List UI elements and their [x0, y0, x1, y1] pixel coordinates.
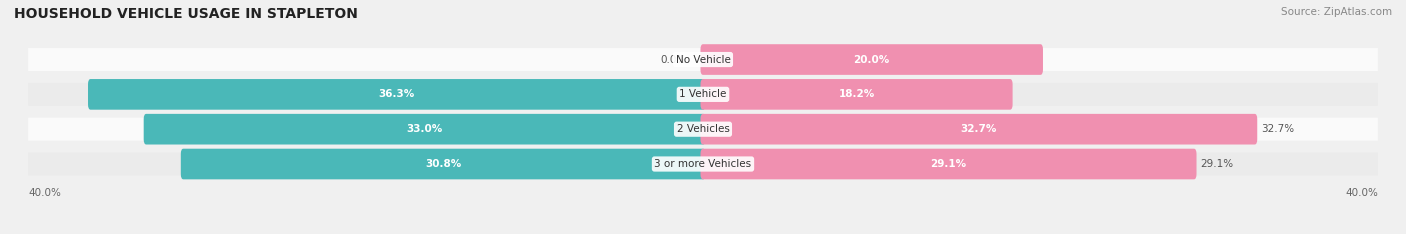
FancyBboxPatch shape [181, 149, 706, 179]
Text: 36.3%: 36.3% [378, 89, 415, 99]
Text: 20.0%: 20.0% [853, 55, 890, 65]
FancyBboxPatch shape [700, 79, 1012, 110]
Text: 40.0%: 40.0% [1346, 188, 1378, 198]
Text: 32.7%: 32.7% [1261, 124, 1295, 134]
FancyBboxPatch shape [700, 114, 1257, 145]
Text: 3 or more Vehicles: 3 or more Vehicles [654, 159, 752, 169]
Text: 29.1%: 29.1% [1201, 159, 1234, 169]
FancyBboxPatch shape [89, 79, 706, 110]
Text: 33.0%: 33.0% [406, 124, 443, 134]
FancyBboxPatch shape [28, 83, 1378, 106]
Text: Source: ZipAtlas.com: Source: ZipAtlas.com [1281, 7, 1392, 17]
FancyBboxPatch shape [28, 118, 1378, 141]
Text: 1 Vehicle: 1 Vehicle [679, 89, 727, 99]
Text: 30.8%: 30.8% [425, 159, 461, 169]
FancyBboxPatch shape [700, 44, 1043, 75]
FancyBboxPatch shape [28, 153, 1378, 176]
FancyBboxPatch shape [28, 48, 1378, 71]
Text: 40.0%: 40.0% [28, 188, 60, 198]
Text: 32.7%: 32.7% [960, 124, 997, 134]
Text: 2 Vehicles: 2 Vehicles [676, 124, 730, 134]
Text: 18.2%: 18.2% [838, 89, 875, 99]
Text: No Vehicle: No Vehicle [675, 55, 731, 65]
Text: 0.0%: 0.0% [659, 55, 686, 65]
FancyBboxPatch shape [700, 149, 1197, 179]
FancyBboxPatch shape [143, 114, 706, 145]
Text: HOUSEHOLD VEHICLE USAGE IN STAPLETON: HOUSEHOLD VEHICLE USAGE IN STAPLETON [14, 7, 359, 21]
Text: 29.1%: 29.1% [931, 159, 966, 169]
